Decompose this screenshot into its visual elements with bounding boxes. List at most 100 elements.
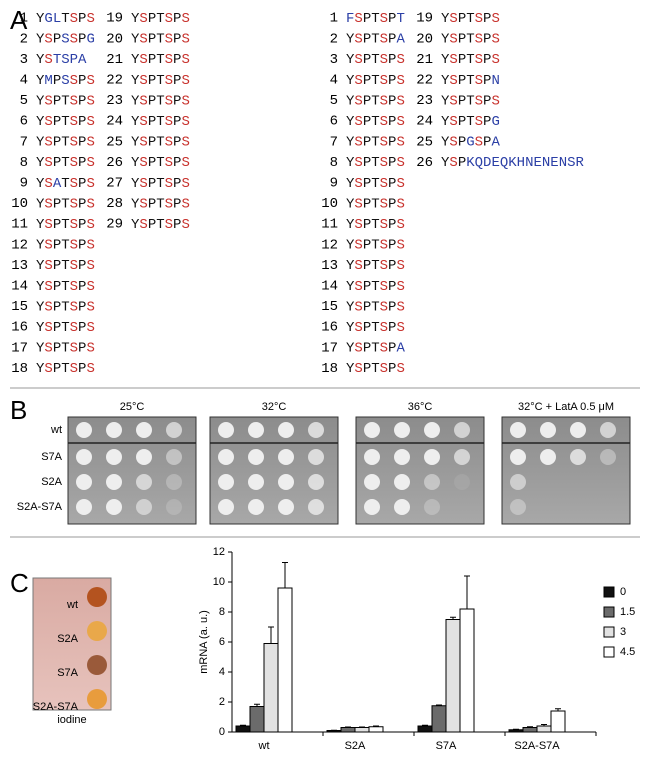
- colony-spot: [278, 449, 294, 465]
- repeat-sequence: YSPTSPS: [36, 237, 95, 253]
- bar: [459, 608, 475, 733]
- repeat-sequence: YSPTSPS: [131, 196, 190, 212]
- repeat-sequence: YSPTSPN: [441, 73, 500, 89]
- repeat-sequence: FSPTSPT: [346, 11, 405, 27]
- repeat-sequence: YSPGSPA: [441, 134, 500, 150]
- colony-spot: [136, 422, 152, 438]
- bar: [368, 726, 384, 733]
- colony-spot: [424, 449, 440, 465]
- strain-label: wt: [66, 599, 78, 611]
- repeat-number: 12: [321, 237, 338, 253]
- legend-swatch: [603, 646, 615, 658]
- repeat-sequence: YSPTSPS: [346, 361, 405, 377]
- colony-spot: [278, 499, 294, 515]
- repeat-sequence: YSPSSPG: [36, 31, 95, 47]
- repeat-sequence: YSPTSPS: [441, 52, 500, 68]
- repeat-sequence: YSPTSPS: [346, 176, 405, 192]
- iodine-spot: [87, 655, 107, 675]
- repeat-number: 1: [20, 11, 28, 27]
- strain-label: S2A: [41, 476, 62, 488]
- colony-spot: [136, 449, 152, 465]
- colony-spot: [248, 449, 264, 465]
- colony-spot: [394, 449, 410, 465]
- colony-spot: [218, 422, 234, 438]
- repeat-sequence: YSPTSPS: [36, 299, 95, 315]
- repeat-number: 3: [20, 52, 28, 68]
- repeat-sequence: YSPTSPS: [131, 52, 190, 68]
- legend-label: 1.5: [620, 606, 635, 618]
- repeat-sequence: YSPTSPS: [131, 176, 190, 192]
- bar: [431, 705, 447, 733]
- condition-label: 36°C: [408, 401, 433, 413]
- repeat-number: 26: [106, 155, 123, 171]
- colony-spot: [106, 449, 122, 465]
- colony-spot: [510, 474, 526, 490]
- repeat-number: 24: [416, 114, 433, 130]
- repeat-sequence: YSPTSPS: [36, 155, 95, 171]
- strain-label: S2A: [57, 633, 78, 645]
- iodine-spot: [87, 621, 107, 641]
- strain-label: S7A: [41, 451, 62, 463]
- repeat-number: 8: [20, 155, 28, 171]
- bar: [417, 725, 433, 733]
- repeat-sequence: YGLTSPS: [36, 11, 95, 27]
- repeat-number: 17: [11, 340, 28, 356]
- colony-spot: [570, 449, 586, 465]
- colony-spot: [510, 449, 526, 465]
- colony-spot: [510, 499, 526, 515]
- colony-spot: [218, 499, 234, 515]
- bar: [354, 727, 370, 733]
- repeat-sequence: YSPTSPA: [346, 31, 405, 47]
- repeat-number: 27: [106, 176, 123, 192]
- repeat-number: 2: [330, 31, 338, 47]
- repeat-number: 23: [106, 93, 123, 109]
- colony-spot: [278, 422, 294, 438]
- repeat-sequence: YSPTSPS: [346, 52, 405, 68]
- error-bar: [436, 704, 442, 706]
- iodine-spot: [87, 587, 107, 607]
- repeat-sequence: YSPTSPS: [441, 11, 500, 27]
- repeat-number: 14: [321, 279, 338, 295]
- colony-spot: [600, 422, 616, 438]
- colony-spot: [308, 474, 324, 490]
- repeat-sequence: YSPTSPS: [36, 217, 95, 233]
- error-bar: [240, 724, 246, 726]
- colony-spot: [394, 474, 410, 490]
- repeat-number: 1: [330, 11, 338, 27]
- repeat-sequence: YSPTSPS: [346, 217, 405, 233]
- error-bar: [450, 616, 456, 620]
- bar: [445, 619, 461, 733]
- repeat-sequence: YSPTSPS: [131, 93, 190, 109]
- panel-label: C: [10, 568, 29, 598]
- strain-label: S7A: [57, 667, 78, 679]
- repeat-sequence: YSPTSPS: [36, 93, 95, 109]
- repeat-number: 11: [321, 217, 338, 233]
- repeat-sequence: YSPTSPS: [346, 320, 405, 336]
- repeat-number: 14: [11, 279, 28, 295]
- repeat-sequence: YSPTSPS: [36, 340, 95, 356]
- bar: [277, 587, 293, 733]
- repeat-number: 20: [416, 31, 433, 47]
- repeat-number: 25: [416, 134, 433, 150]
- colony-spot: [248, 499, 264, 515]
- repeat-sequence: YSPTSPS: [346, 299, 405, 315]
- error-bar: [541, 724, 547, 726]
- repeat-number: 23: [416, 93, 433, 109]
- repeat-number: 21: [106, 52, 123, 68]
- repeat-sequence: YSPTSPS: [131, 31, 190, 47]
- colony-spot: [454, 449, 470, 465]
- colony-spot: [364, 499, 380, 515]
- repeat-sequence: YSPTSPS: [36, 279, 95, 295]
- y-tick-label: 4: [219, 666, 225, 678]
- repeat-sequence: YSATSPS: [36, 176, 95, 192]
- repeat-number: 22: [416, 73, 433, 89]
- repeat-number: 22: [106, 73, 123, 89]
- error-bar: [555, 708, 561, 711]
- repeat-number: 19: [106, 11, 123, 27]
- colony-spot: [106, 422, 122, 438]
- colony-spot: [540, 449, 556, 465]
- colony-spot: [540, 422, 556, 438]
- repeat-number: 5: [330, 93, 338, 109]
- strain-label: S2A-S7A: [17, 501, 63, 513]
- repeat-sequence: YSPKQDEQKHNENENSR: [441, 155, 585, 171]
